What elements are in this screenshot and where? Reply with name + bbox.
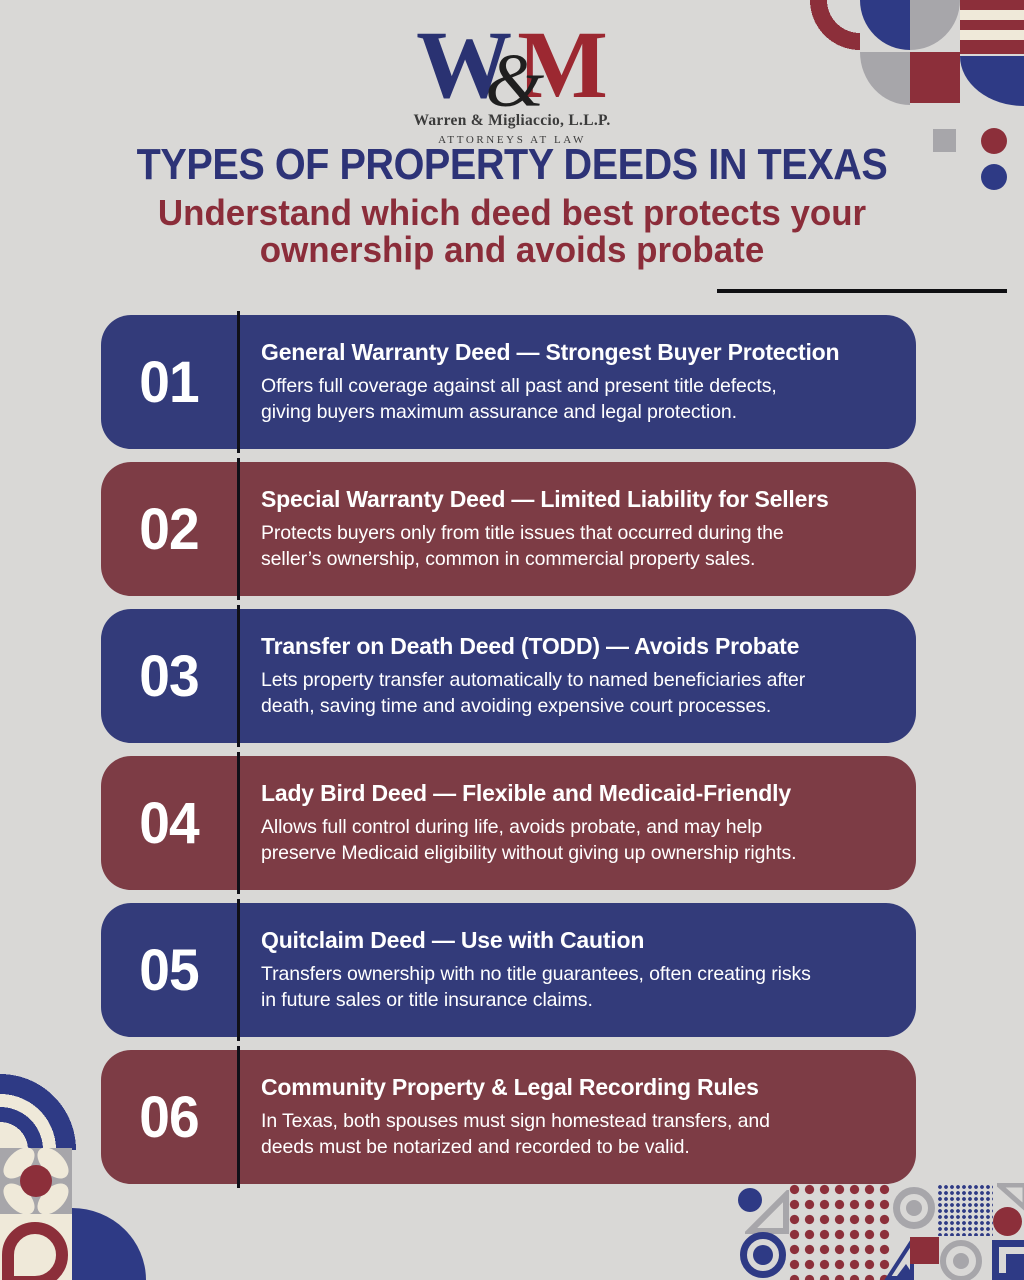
deed-card: 03 Transfer on Death Deed (TODD) — Avoid… (101, 605, 916, 747)
card-title: Community Property & Legal Recording Rul… (261, 1074, 759, 1100)
card-title: General Warranty Deed — Strongest Buyer … (261, 339, 840, 365)
circle-shape (981, 128, 1007, 154)
card-number: 04 (139, 790, 199, 856)
triangle-outline-shape (745, 1190, 789, 1234)
card-title: Special Warranty Deed — Limited Liabilit… (261, 486, 829, 512)
page-subtitle: Understand which deed best protects your… (15, 194, 1008, 268)
card-title: Transfer on Death Deed (TODD) — Avoids P… (261, 633, 800, 659)
card-number: 03 (139, 643, 199, 709)
card-description: Transfers ownership with no title guaran… (261, 963, 811, 1011)
circle-shape (738, 1188, 762, 1212)
target-ring-shape (893, 1187, 935, 1229)
deed-card: 02 Special Warranty Deed — Limited Liabi… (101, 458, 916, 600)
square-outline-shape (992, 1240, 1024, 1280)
card-divider (237, 752, 240, 894)
target-core-shape (953, 1253, 969, 1269)
stripes-shape (960, 0, 1024, 50)
subtitle-line-2: ownership and avoids probate (259, 229, 765, 270)
circle-shape (981, 164, 1007, 190)
card-number: 02 (139, 496, 199, 562)
card-body: Special Warranty Deed — Limited Liabilit… (237, 486, 855, 572)
square-shape (910, 52, 960, 103)
card-description: Allows full control during life, avoids … (261, 816, 797, 864)
card-divider (237, 311, 240, 453)
card-divider (237, 899, 240, 1041)
firm-tagline: ATTORNEYS AT LAW (438, 134, 586, 146)
target-ring-shape (940, 1240, 982, 1280)
square-core-shape (1006, 1254, 1024, 1274)
page-title: TYPES OF PROPERTY DEEDS IN TEXAS (136, 140, 888, 189)
triangle-outline-shape (997, 1183, 1024, 1211)
square-shape (910, 1237, 939, 1264)
flower-tile-shape (0, 1141, 75, 1221)
card-divider (237, 1046, 240, 1188)
card-divider (237, 605, 240, 747)
firm-logo: W & M Warren & Migliaccio, L.L.P. ATTORN… (0, 11, 1024, 147)
card-number: 06 (139, 1084, 199, 1150)
deed-card: 04 Lady Bird Deed — Flexible and Medicai… (101, 752, 916, 894)
card-description: In Texas, both spouses must sign homeste… (261, 1110, 770, 1158)
signal-arcs-shape (0, 1073, 76, 1150)
logo-ampersand: & (485, 39, 545, 123)
card-title: Lady Bird Deed — Flexible and Medicaid-F… (261, 780, 791, 806)
card-body: Quitclaim Deed — Use with Caution Transf… (237, 927, 837, 1013)
circle-shape (993, 1207, 1022, 1236)
deed-card: 06 Community Property & Legal Recording … (101, 1046, 916, 1188)
card-description: Protects buyers only from title issues t… (261, 522, 784, 570)
dot-grid-shape (937, 1184, 993, 1236)
deed-card: 01 General Warranty Deed — Strongest Buy… (101, 311, 916, 453)
card-description: Lets property transfer automatically to … (261, 669, 806, 717)
quarter-ring-shape (810, 0, 860, 50)
logo-monogram: W & M (0, 11, 1024, 124)
quarter-circle-shape (72, 1208, 146, 1280)
flower-center-shape (20, 1165, 52, 1197)
subtitle-line-1: Understand which deed best protects your (157, 192, 867, 233)
card-description: Offers full coverage against all past an… (261, 375, 777, 423)
square-shape (933, 129, 956, 152)
bar-shape (960, 50, 1024, 54)
card-number: 01 (139, 349, 199, 415)
card-title: Quitclaim Deed — Use with Caution (261, 927, 645, 953)
card-body: General Warranty Deed — Strongest Buyer … (237, 339, 865, 425)
target-core-shape (753, 1245, 773, 1265)
logo-letter-w: W (416, 11, 513, 118)
target-core-shape (906, 1200, 922, 1216)
card-body: Community Property & Legal Recording Rul… (237, 1074, 796, 1160)
deed-card: 05 Quitclaim Deed — Use with Caution Tra… (101, 899, 916, 1041)
teardrop-ring-shape (2, 1222, 68, 1280)
cards-list: 01 General Warranty Deed — Strongest Buy… (101, 311, 916, 1188)
card-divider (237, 458, 240, 600)
card-number: 05 (139, 937, 199, 1003)
card-body: Lady Bird Deed — Flexible and Medicaid-F… (237, 780, 822, 866)
target-ring-shape (740, 1232, 786, 1278)
divider-rule (717, 289, 1007, 293)
dot-grid-shape (787, 1182, 892, 1280)
firm-name: Warren & Migliaccio, L.L.P. (413, 112, 611, 129)
logo-letter-m: M (517, 11, 608, 118)
card-body: Transfer on Death Deed (TODD) — Avoids P… (237, 633, 831, 719)
